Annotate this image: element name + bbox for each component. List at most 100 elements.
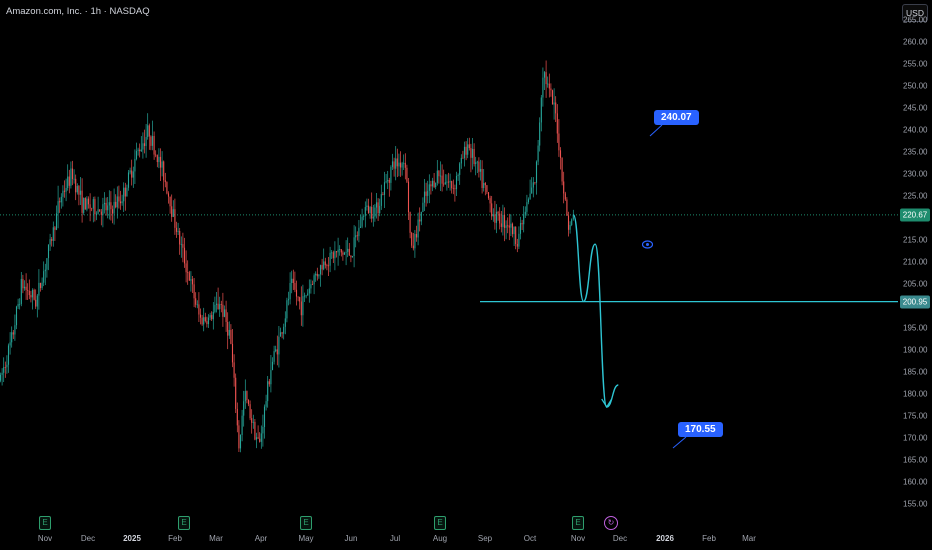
candle-body: [295, 289, 298, 297]
candle-body: [286, 300, 288, 319]
candle-body: [523, 214, 525, 225]
candle-body: [436, 170, 438, 183]
eye-icon[interactable]: [642, 240, 653, 249]
candle-body: [484, 183, 486, 186]
candle-body: [516, 244, 518, 247]
candle-body: [422, 202, 424, 212]
candle-body: [446, 181, 448, 183]
candle-body: [270, 370, 272, 385]
candle-body: [372, 216, 374, 219]
candle-body: [31, 289, 34, 298]
candle-body: [519, 223, 522, 234]
candle-body: [46, 258, 48, 270]
candle-body: [75, 178, 77, 193]
candle-body: [535, 161, 538, 183]
candle-body: [62, 190, 64, 197]
candle-body: [132, 171, 134, 178]
candle-body: [566, 199, 568, 216]
earnings-badge[interactable]: E: [178, 516, 190, 530]
candle-body: [537, 145, 539, 162]
upper-target-label[interactable]: 240.07: [654, 110, 699, 125]
candle-body: [57, 201, 59, 214]
candle-body: [343, 252, 346, 255]
candle-body: [198, 304, 200, 315]
candle-body: [564, 193, 566, 200]
candle-body: [489, 198, 491, 204]
candle-body: [313, 275, 315, 285]
candle-body: [259, 438, 261, 442]
candle-body: [51, 239, 53, 241]
lower-target-label[interactable]: 170.55: [678, 422, 723, 437]
candle-body: [366, 205, 368, 208]
candle-body: [367, 205, 370, 213]
candle-body: [260, 433, 262, 442]
candle-body: [299, 297, 301, 302]
time-tick: 2025: [123, 534, 141, 543]
currency-button[interactable]: USD: [902, 4, 928, 22]
candle-body: [110, 202, 112, 210]
candle-body: [342, 252, 344, 255]
upper-callout-pointer: [649, 124, 663, 137]
price-tick: 165.00: [903, 455, 928, 465]
candle-body: [361, 216, 363, 227]
candle-body: [121, 201, 123, 204]
candle-body: [478, 161, 480, 172]
candle-body: [231, 343, 234, 363]
candle-body: [153, 135, 155, 155]
time-tick: Apr: [254, 534, 268, 543]
projection-path: [572, 214, 619, 408]
candle-body: [167, 193, 170, 197]
dividend-icon[interactable]: ↻: [604, 516, 618, 530]
candle-body: [199, 314, 202, 318]
candle-body: [339, 249, 341, 251]
projection-arrowhead: [601, 398, 613, 409]
candle-body: [420, 211, 422, 222]
candle-body: [507, 225, 509, 227]
candle-body: [331, 252, 333, 254]
candle-body: [479, 168, 482, 172]
candle-body: [503, 215, 506, 228]
candle-body: [209, 315, 211, 318]
candle-body: [287, 299, 290, 301]
candle-body: [22, 278, 24, 289]
candle-body: [411, 232, 413, 246]
candle-body: [487, 192, 490, 199]
candle-body: [118, 196, 120, 202]
time-tick: May: [298, 534, 314, 543]
candle-body: [337, 249, 339, 253]
candle-body: [251, 418, 253, 423]
time-tick: Nov: [37, 534, 53, 543]
earnings-badge[interactable]: E: [572, 516, 584, 530]
candle-body: [54, 227, 56, 230]
candle-body: [155, 154, 157, 156]
candle-body: [297, 296, 299, 298]
earnings-badge[interactable]: E: [39, 516, 51, 530]
candle-body: [439, 175, 442, 177]
earnings-badge[interactable]: E: [300, 516, 312, 530]
candle-body: [539, 122, 541, 146]
candle-body: [430, 184, 432, 187]
candle-body: [76, 186, 78, 193]
candle-body: [323, 261, 325, 270]
candle-body: [438, 170, 440, 177]
candle-body: [275, 349, 277, 352]
candle-body: [332, 252, 334, 259]
candle-body: [374, 207, 376, 217]
candle-body: [41, 282, 43, 289]
candle-body: [124, 187, 126, 197]
candle-body: [470, 148, 472, 158]
candle-body: [182, 244, 184, 248]
earnings-badge[interactable]: E: [434, 516, 446, 530]
candle-body: [403, 162, 405, 164]
candle-body: [86, 198, 88, 210]
candle-body: [303, 295, 306, 297]
candle-body: [291, 278, 293, 284]
candle-body: [428, 184, 430, 191]
candle-body: [0, 374, 2, 381]
candle-body: [246, 391, 248, 400]
candle-body: [71, 168, 74, 179]
candle-body: [382, 194, 384, 195]
price-tick: 210.00: [903, 257, 928, 267]
